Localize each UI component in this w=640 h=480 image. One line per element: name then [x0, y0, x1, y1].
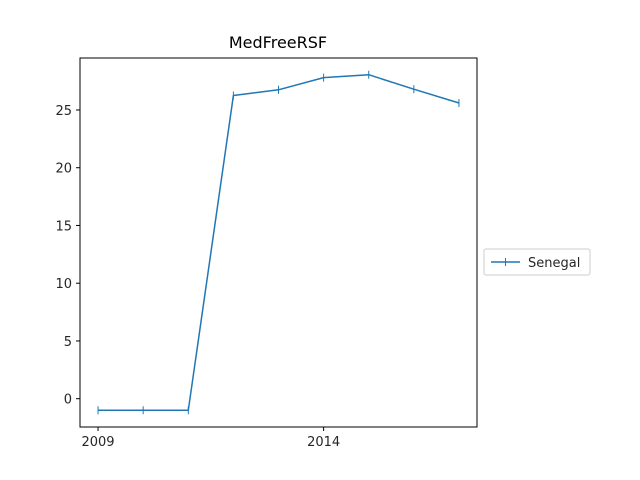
- chart-title: MedFreeRSF: [229, 33, 327, 52]
- y-tick-label: 20: [55, 162, 72, 177]
- y-tick-label: 15: [55, 219, 72, 234]
- series-layer: [97, 70, 460, 415]
- y-tick-label: 25: [55, 104, 72, 119]
- y-tick-label: 5: [64, 335, 72, 350]
- legend-box: [483, 248, 591, 276]
- y-tick-label: 10: [55, 277, 72, 292]
- legend: Senegal: [483, 248, 591, 276]
- x-tick-label: 2009: [81, 435, 114, 450]
- x-axis: 2009 2014: [81, 427, 340, 450]
- y-tick-label: 0: [64, 393, 72, 408]
- x-tick-label: 2014: [307, 435, 340, 450]
- series-line-senegal: [98, 73, 460, 412]
- legend-label-senegal: Senegal: [528, 256, 580, 271]
- plot-area: [79, 57, 478, 428]
- y-axis: 0 5 10 15 20 25: [55, 104, 80, 408]
